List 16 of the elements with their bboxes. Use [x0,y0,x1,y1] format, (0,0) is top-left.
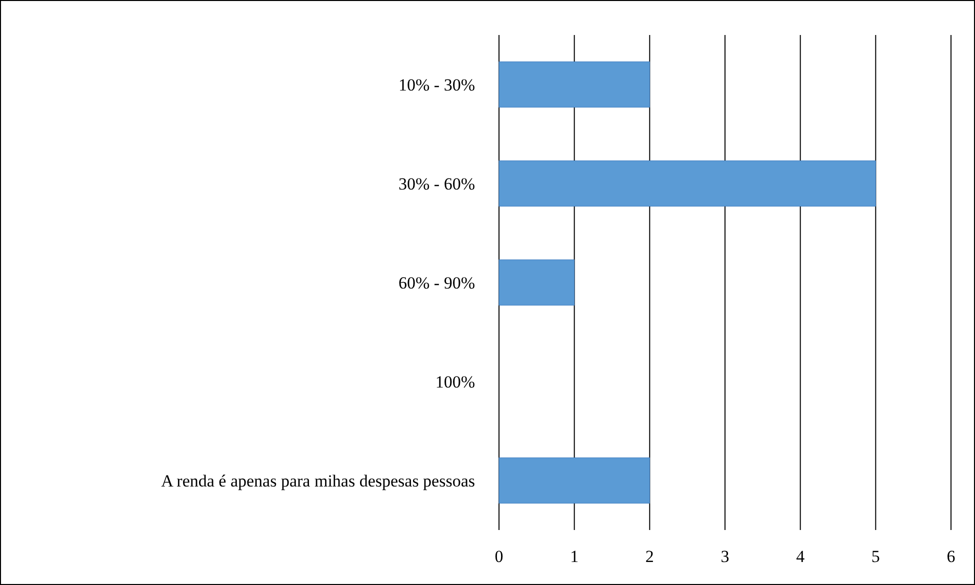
y-tick-label: 60% - 90% [398,273,475,292]
bar [498,457,650,504]
x-tick-label: 4 [796,547,806,566]
x-tick-label: 2 [645,547,654,566]
y-tick-label: A renda é apenas para mihas despesas pessoas [161,471,475,490]
bar [498,61,650,108]
x-tick-label: 3 [720,547,730,566]
x-tick-label: 1 [570,547,579,566]
y-tick-label: 30% - 60% [398,174,475,194]
bar [498,259,575,306]
x-tick-label: 6 [946,547,956,566]
y-tick-label: 10% - 30% [398,75,475,94]
x-tick-label: 0 [494,547,504,566]
y-tick-label: 100% [435,372,475,392]
x-tick-label: 5 [871,547,880,566]
bar [498,160,876,207]
